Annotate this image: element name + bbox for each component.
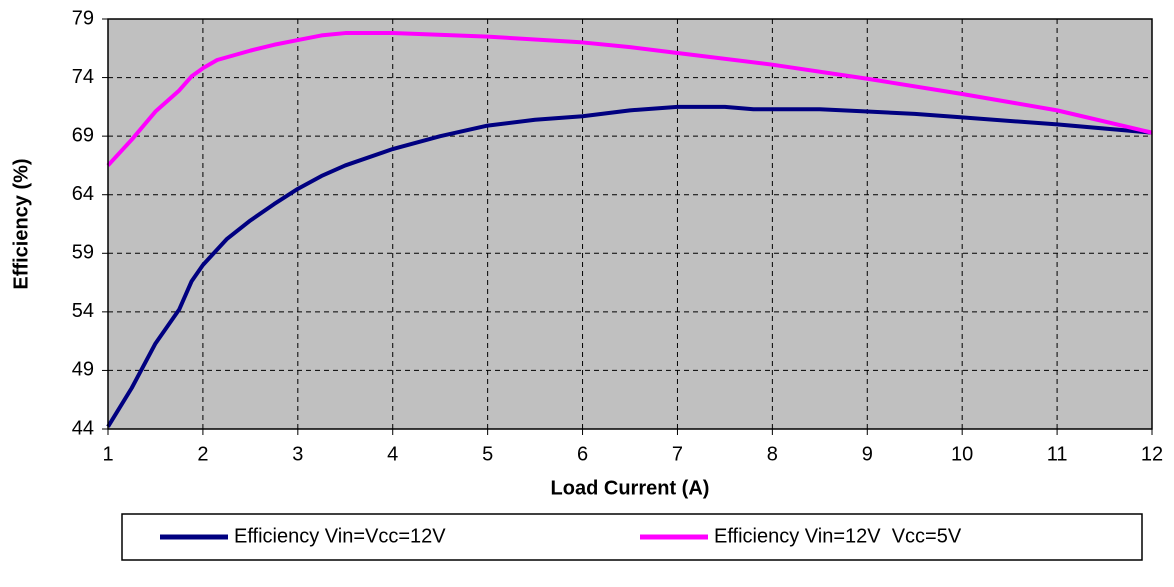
legend-label: Efficiency Vin=Vcc=12V bbox=[234, 525, 446, 547]
legend bbox=[121, 513, 1143, 561]
y-tick-label: 69 bbox=[72, 124, 94, 146]
x-tick-label: 3 bbox=[292, 443, 303, 465]
x-tick-label: 6 bbox=[577, 443, 588, 465]
x-tick-label: 11 bbox=[1047, 443, 1068, 465]
y-tick-label: 74 bbox=[72, 66, 94, 88]
y-tick-label: 79 bbox=[72, 7, 94, 29]
plot-area bbox=[108, 19, 1152, 429]
x-tick-label: 12 bbox=[1141, 443, 1163, 465]
y-tick-label: 59 bbox=[72, 242, 94, 264]
series-line bbox=[106, 31, 1153, 167]
x-tick-label: 10 bbox=[951, 443, 973, 465]
y-tick-label: 44 bbox=[72, 417, 94, 439]
series-line bbox=[106, 104, 1153, 428]
lines bbox=[106, 31, 1153, 428]
x-axis-label: Load Current (A) bbox=[551, 477, 710, 499]
y-tick-label: 49 bbox=[72, 359, 94, 381]
x-tick-label: 8 bbox=[767, 443, 778, 465]
x-tick-label: 1 bbox=[102, 443, 113, 465]
x-tick-label: 9 bbox=[862, 443, 873, 465]
x-tick-label: 5 bbox=[482, 443, 493, 465]
y-tick-label: 54 bbox=[72, 300, 94, 322]
legend-label: Efficiency Vin=12V Vcc=5V bbox=[714, 525, 962, 547]
x-tick-label: 7 bbox=[672, 443, 683, 465]
x-tick-label: 2 bbox=[197, 443, 208, 465]
x-tick-label: 4 bbox=[387, 443, 398, 465]
plot-border bbox=[107, 18, 1153, 430]
y-axis-label: Efficiency (%) bbox=[10, 158, 32, 289]
y-tick-label: 64 bbox=[72, 183, 94, 205]
